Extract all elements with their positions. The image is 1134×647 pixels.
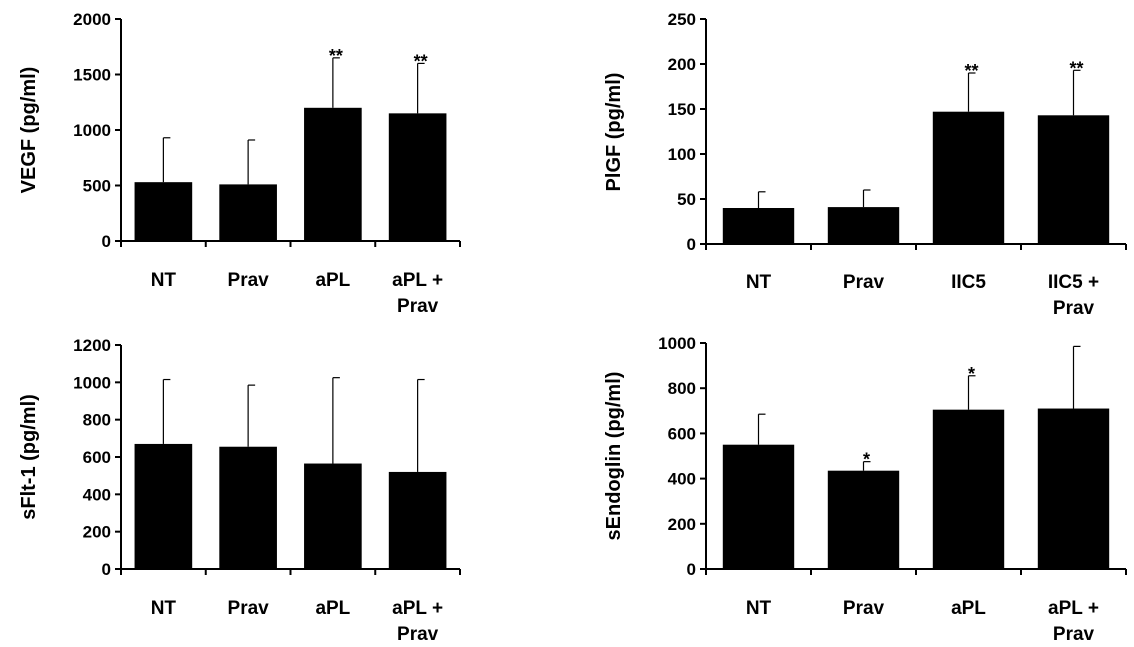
significance-marker: ** — [414, 51, 428, 71]
y-tick-label: 600 — [668, 424, 696, 443]
significance-marker: * — [863, 450, 870, 470]
category-label: aPL + — [1048, 598, 1099, 619]
bar — [304, 463, 362, 569]
y-tick-label: 0 — [102, 232, 111, 251]
category-label: Prav — [843, 598, 885, 619]
category-label: Prav — [397, 624, 439, 645]
bar — [219, 446, 277, 569]
y-tick-label: 400 — [668, 470, 696, 489]
bar — [304, 107, 362, 241]
category-label: NT — [151, 270, 177, 291]
y-tick-label: 0 — [102, 560, 111, 579]
y-tick-label: 1500 — [73, 66, 111, 85]
y-tick-label: 1000 — [658, 334, 696, 353]
significance-marker: ** — [329, 46, 343, 66]
y-tick-label: 200 — [668, 515, 696, 534]
bar — [219, 184, 277, 241]
y-tick-label: 0 — [687, 235, 696, 254]
bar — [827, 470, 900, 569]
bar — [722, 208, 795, 244]
y-tick-label: 2000 — [73, 10, 111, 29]
category-label: Prav — [397, 296, 439, 317]
category-label: Prav — [843, 272, 885, 293]
bar — [388, 471, 447, 569]
y-tick-label: 800 — [668, 379, 696, 398]
y-tick-label: 150 — [668, 100, 696, 119]
y-tick-label: 0 — [687, 560, 696, 579]
y-tick-label: 200 — [668, 55, 696, 74]
category-label: aPL + — [392, 270, 443, 291]
bar — [388, 113, 447, 241]
y-tick-label: 1000 — [73, 373, 111, 392]
y-axis-title: sEndoglin (pg/ml) — [603, 372, 625, 541]
category-label: NT — [746, 598, 772, 619]
y-tick-label: 1200 — [73, 336, 111, 355]
category-label: Prav — [228, 270, 270, 291]
y-tick-label: 100 — [668, 145, 696, 164]
y-axis-title: sFlt-1 (pg/ml) — [18, 394, 40, 520]
bar — [134, 443, 193, 569]
category-label: Prav — [1053, 298, 1095, 319]
bar — [1037, 408, 1110, 569]
category-label: IIC5 — [951, 272, 986, 293]
category-label: Prav — [228, 598, 270, 619]
significance-marker: ** — [964, 61, 978, 81]
y-tick-label: 600 — [83, 448, 111, 467]
category-label: NT — [151, 598, 177, 619]
bar — [827, 207, 900, 244]
y-tick-label: 1000 — [73, 121, 111, 140]
y-tick-label: 800 — [83, 411, 111, 430]
category-label: Prav — [1053, 624, 1095, 645]
bar — [1037, 115, 1110, 244]
y-tick-label: 250 — [668, 10, 696, 29]
category-label: NT — [746, 272, 772, 293]
y-axis-title: VEGF (pg/ml) — [18, 67, 40, 194]
category-label: aPL + — [392, 598, 443, 619]
category-label: aPL — [315, 598, 350, 619]
y-axis-title: PlGF (pg/ml) — [603, 73, 625, 192]
category-label: IIC5 + — [1048, 272, 1099, 293]
category-label: aPL — [315, 270, 350, 291]
bar — [722, 444, 795, 569]
y-tick-label: 50 — [677, 190, 696, 209]
bar — [932, 409, 1005, 569]
y-tick-label: 500 — [83, 177, 111, 196]
bar — [134, 182, 193, 241]
significance-marker: * — [968, 364, 975, 384]
bar — [932, 111, 1005, 244]
category-label: aPL — [951, 598, 986, 619]
significance-marker: ** — [1069, 58, 1083, 78]
y-tick-label: 200 — [83, 523, 111, 542]
y-tick-label: 400 — [83, 485, 111, 504]
